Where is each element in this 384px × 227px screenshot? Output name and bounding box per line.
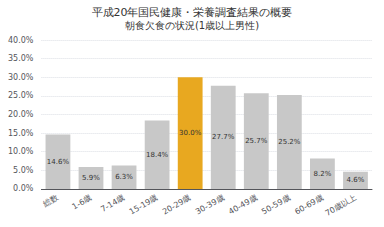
svg-text:70歳以上: 70歳以上 [324, 193, 358, 218]
svg-text:20-29歳: 20-29歳 [161, 193, 193, 216]
svg-text:15.0%: 15.0% [8, 129, 34, 138]
svg-text:平成20年国民健康・栄養調査結果の概要: 平成20年国民健康・栄養調査結果の概要 [92, 6, 293, 19]
svg-text:40-49歳: 40-49歳 [227, 193, 259, 216]
svg-text:6.3%: 6.3% [115, 173, 133, 181]
svg-text:5.0%: 5.0% [13, 166, 34, 175]
svg-text:40.0%: 40.0% [8, 36, 34, 45]
svg-text:4.6%: 4.6% [347, 176, 365, 184]
svg-text:8.2%: 8.2% [314, 170, 332, 178]
svg-text:1-6歳: 1-6歳 [71, 193, 94, 211]
svg-text:50-59歳: 50-59歳 [260, 193, 292, 216]
svg-text:30.0%: 30.0% [179, 129, 202, 137]
svg-text:30-39歳: 30-39歳 [194, 193, 226, 216]
svg-text:25.0%: 25.0% [8, 91, 34, 100]
svg-text:60-69歳: 60-69歳 [293, 193, 325, 216]
svg-text:35.0%: 35.0% [8, 54, 34, 63]
svg-text:総数: 総数 [41, 193, 60, 209]
svg-text:27.7%: 27.7% [212, 133, 235, 141]
svg-text:7-14歳: 7-14歳 [99, 193, 126, 214]
svg-text:10.0%: 10.0% [8, 147, 34, 156]
svg-text:18.4%: 18.4% [146, 151, 169, 159]
svg-text:0.0%: 0.0% [13, 184, 34, 193]
svg-text:30.0%: 30.0% [8, 73, 34, 82]
svg-text:14.6%: 14.6% [47, 158, 70, 166]
svg-text:20.0%: 20.0% [8, 110, 34, 119]
svg-text:15-19歳: 15-19歳 [128, 193, 160, 216]
svg-text:25.7%: 25.7% [245, 137, 268, 145]
svg-text:朝食欠食の状況(1歳以上男性): 朝食欠食の状況(1歳以上男性) [125, 20, 259, 31]
svg-text:25.2%: 25.2% [278, 138, 301, 146]
svg-text:5.9%: 5.9% [82, 174, 100, 182]
